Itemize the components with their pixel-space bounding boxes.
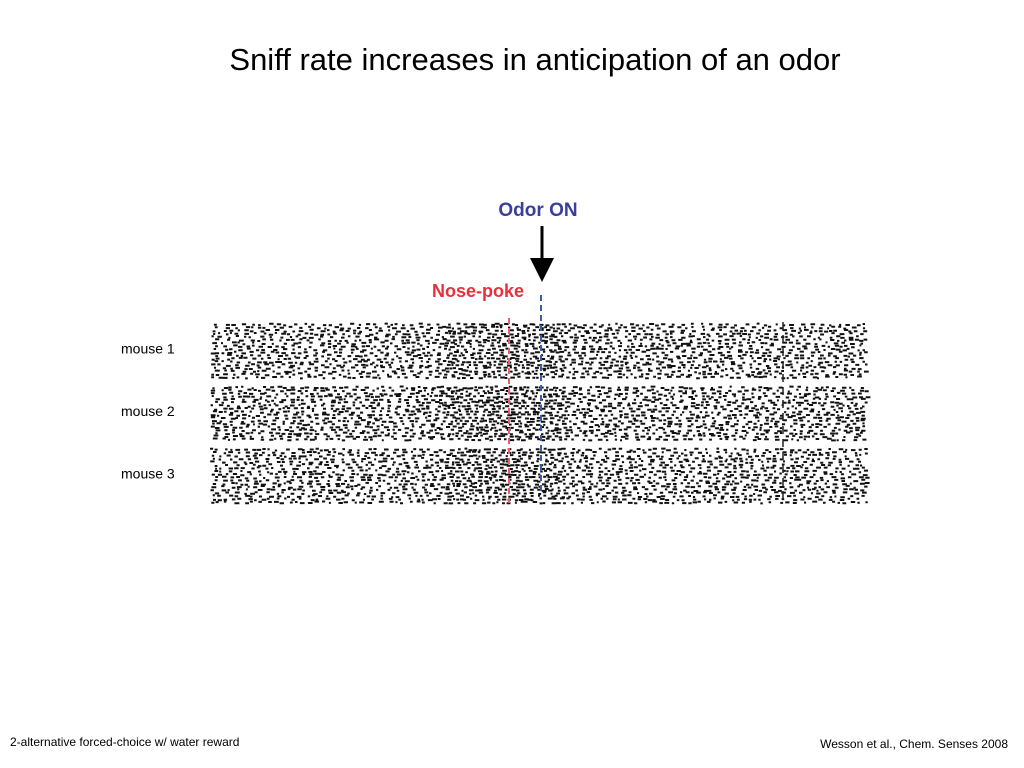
raster-band: [210, 322, 869, 380]
footer-right: Wesson et al., Chem. Senses 2008: [820, 737, 1008, 751]
row-label: mouse 3: [121, 466, 175, 482]
raster-band: [210, 447, 870, 505]
odor-on-label: Odor ON: [498, 200, 577, 221]
nose-poke-label: Nose-poke: [432, 281, 524, 301]
raster-band: [210, 385, 871, 442]
footer-left: 2-alternative forced-choice w/ water rew…: [10, 735, 239, 749]
row-label: mouse 1: [121, 341, 175, 357]
odor-arrow-head: [530, 258, 554, 282]
row-label: mouse 2: [121, 403, 175, 419]
raster-plot: [210, 322, 871, 505]
slide-title: Sniff rate increases in anticipation of …: [229, 42, 840, 77]
